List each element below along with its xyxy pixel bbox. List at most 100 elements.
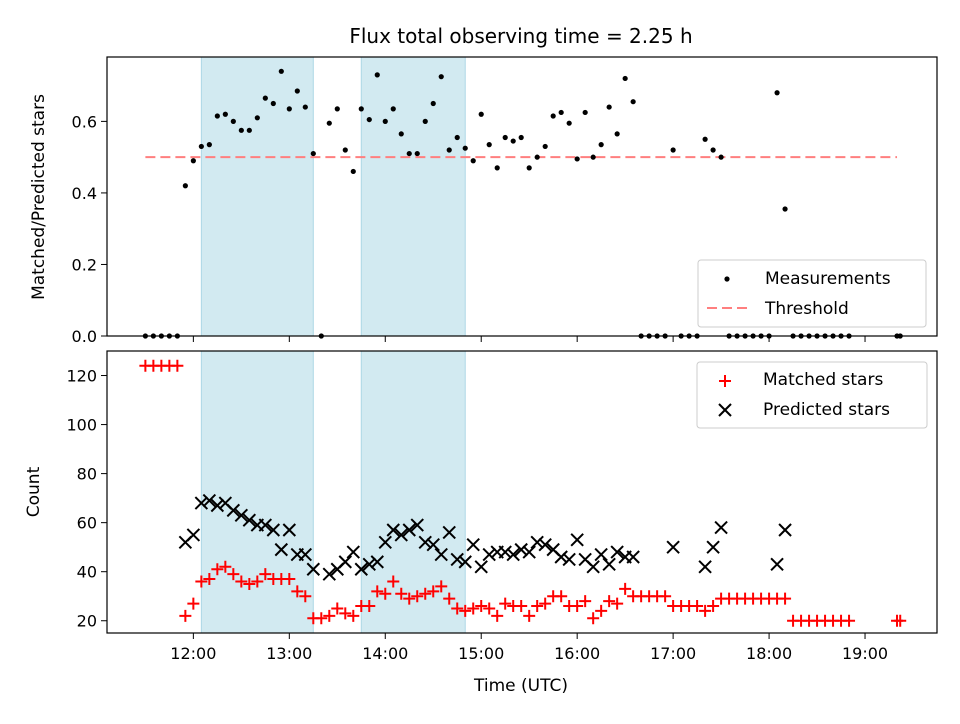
x-tick-label: 16:00: [554, 644, 600, 663]
matched-star-point: [475, 600, 488, 613]
predicted-star-point: [698, 560, 712, 574]
predicted-star-point: [378, 535, 392, 549]
matched-star-point: [659, 590, 672, 603]
y-tick-label: 0.6: [72, 112, 97, 131]
y-tick-label: 100: [66, 416, 97, 435]
measurement-point: [262, 95, 268, 101]
predicted-star-point: [322, 567, 337, 581]
matched-star-point: [491, 609, 504, 622]
predicted-star-point: [570, 533, 584, 547]
measurement-point: [606, 104, 612, 110]
matched-star-point: [339, 607, 352, 620]
matched-star-point: [299, 590, 312, 603]
measurement-point: [718, 154, 724, 160]
predicted-star-point: [554, 550, 568, 564]
x-tick-label: 18:00: [746, 644, 792, 663]
matched-star-point: [235, 575, 248, 588]
matched-star-point: [531, 600, 544, 613]
x-tick-label: 12:00: [170, 644, 216, 663]
measurement-point: [230, 118, 236, 124]
predicted-star-point: [450, 552, 464, 567]
matched-star-point: [411, 590, 424, 603]
predicted-star-point: [210, 498, 225, 513]
measurement-point: [374, 72, 380, 78]
matched-star-point: [499, 597, 512, 610]
predicted-star-point: [274, 542, 289, 557]
measurement-point: [326, 120, 332, 126]
matched-star-point: [251, 575, 264, 588]
matched-star-point: [323, 609, 336, 622]
predicted-star-point: [602, 557, 616, 572]
predicted-star-point: [186, 528, 201, 542]
matched-star-point: [707, 600, 720, 613]
matched-star-point: [387, 575, 400, 588]
matched-star-point: [571, 600, 584, 613]
matched-star-point: [419, 587, 432, 600]
predicted-star-point: [586, 560, 600, 574]
measurement-point: [774, 90, 780, 96]
matched-star-point: [331, 602, 344, 615]
measurement-point: [342, 147, 348, 153]
measurement-point: [398, 131, 404, 137]
measurement-point: [286, 106, 292, 112]
predicted-star-point: [242, 513, 257, 527]
predicted-points: [178, 493, 792, 581]
measurement-point: [182, 183, 188, 189]
predicted-star-point: [594, 547, 608, 562]
measurement-point: [494, 165, 500, 171]
predicted-star-point: [458, 555, 472, 569]
y-tick-label: 40: [77, 563, 97, 582]
matched-star-point: [451, 602, 464, 615]
measurement-point: [502, 134, 508, 141]
matched-star-point: [291, 585, 304, 598]
matched-star-point: [843, 614, 856, 627]
predicted-star-point: [370, 555, 384, 569]
top-bands: [200, 56, 466, 337]
bottom-x-ticks: 12:00 13:00 14:00 15:00 16:00 17:00 18:00 19:00: [170, 633, 888, 663]
predicted-star-point: [346, 545, 360, 559]
legend-predicted-label: Predicted stars: [763, 400, 890, 420]
y-tick-label: 0.0: [72, 327, 97, 346]
bottom-y-ticks: 20 40 60 80 100 120: [66, 367, 107, 631]
matched-star-point: [243, 577, 256, 590]
predicted-star-point: [418, 535, 432, 549]
measurement-point: [430, 100, 436, 107]
x-tick-label: 19:00: [842, 644, 888, 663]
measurement-point: [510, 138, 516, 144]
measurement-point: [550, 113, 556, 119]
measurement-point: [222, 111, 228, 117]
matched-star-point: [371, 585, 384, 598]
matched-star-point: [171, 359, 184, 372]
matched-star-point: [579, 595, 592, 608]
predicted-star-point: [530, 535, 544, 549]
measurement-point: [358, 106, 364, 112]
matched-star-point: [467, 602, 480, 615]
measurement-point: [406, 150, 412, 157]
top-legend: Measurements Threshold: [697, 259, 927, 328]
predicted-star-point: [298, 547, 313, 562]
measurement-point: [238, 127, 244, 133]
legend-predicted-marker: [718, 403, 732, 417]
matched-star-point: [403, 592, 416, 605]
matched-star-point: [587, 612, 600, 625]
matched-star-point: [435, 580, 448, 593]
legend-measurements-label: Measurements: [765, 269, 891, 289]
y-tick-label: 60: [77, 514, 97, 533]
bottom-panel: 20 40 60 80 100 120 12:00 13:00 14:00 15:00 16:00…: [24, 350, 938, 696]
predicted-star-point: [362, 557, 376, 572]
measurement-point: [558, 109, 564, 116]
predicted-star-point: [714, 520, 728, 535]
x-tick-label: 17:00: [650, 644, 696, 663]
legend-threshold-label: Threshold: [764, 299, 849, 319]
measurement-point: [478, 111, 484, 117]
top-y-axis-label: Matched/Predicted stars: [29, 94, 49, 300]
measurement-point: [422, 118, 428, 124]
measurement-point: [710, 147, 716, 153]
measurement-point: [462, 145, 468, 151]
measurement-point: [302, 104, 308, 110]
x-tick-label: 13:00: [266, 644, 312, 663]
predicted-star-point: [194, 496, 209, 510]
measurement-point: [390, 106, 396, 112]
